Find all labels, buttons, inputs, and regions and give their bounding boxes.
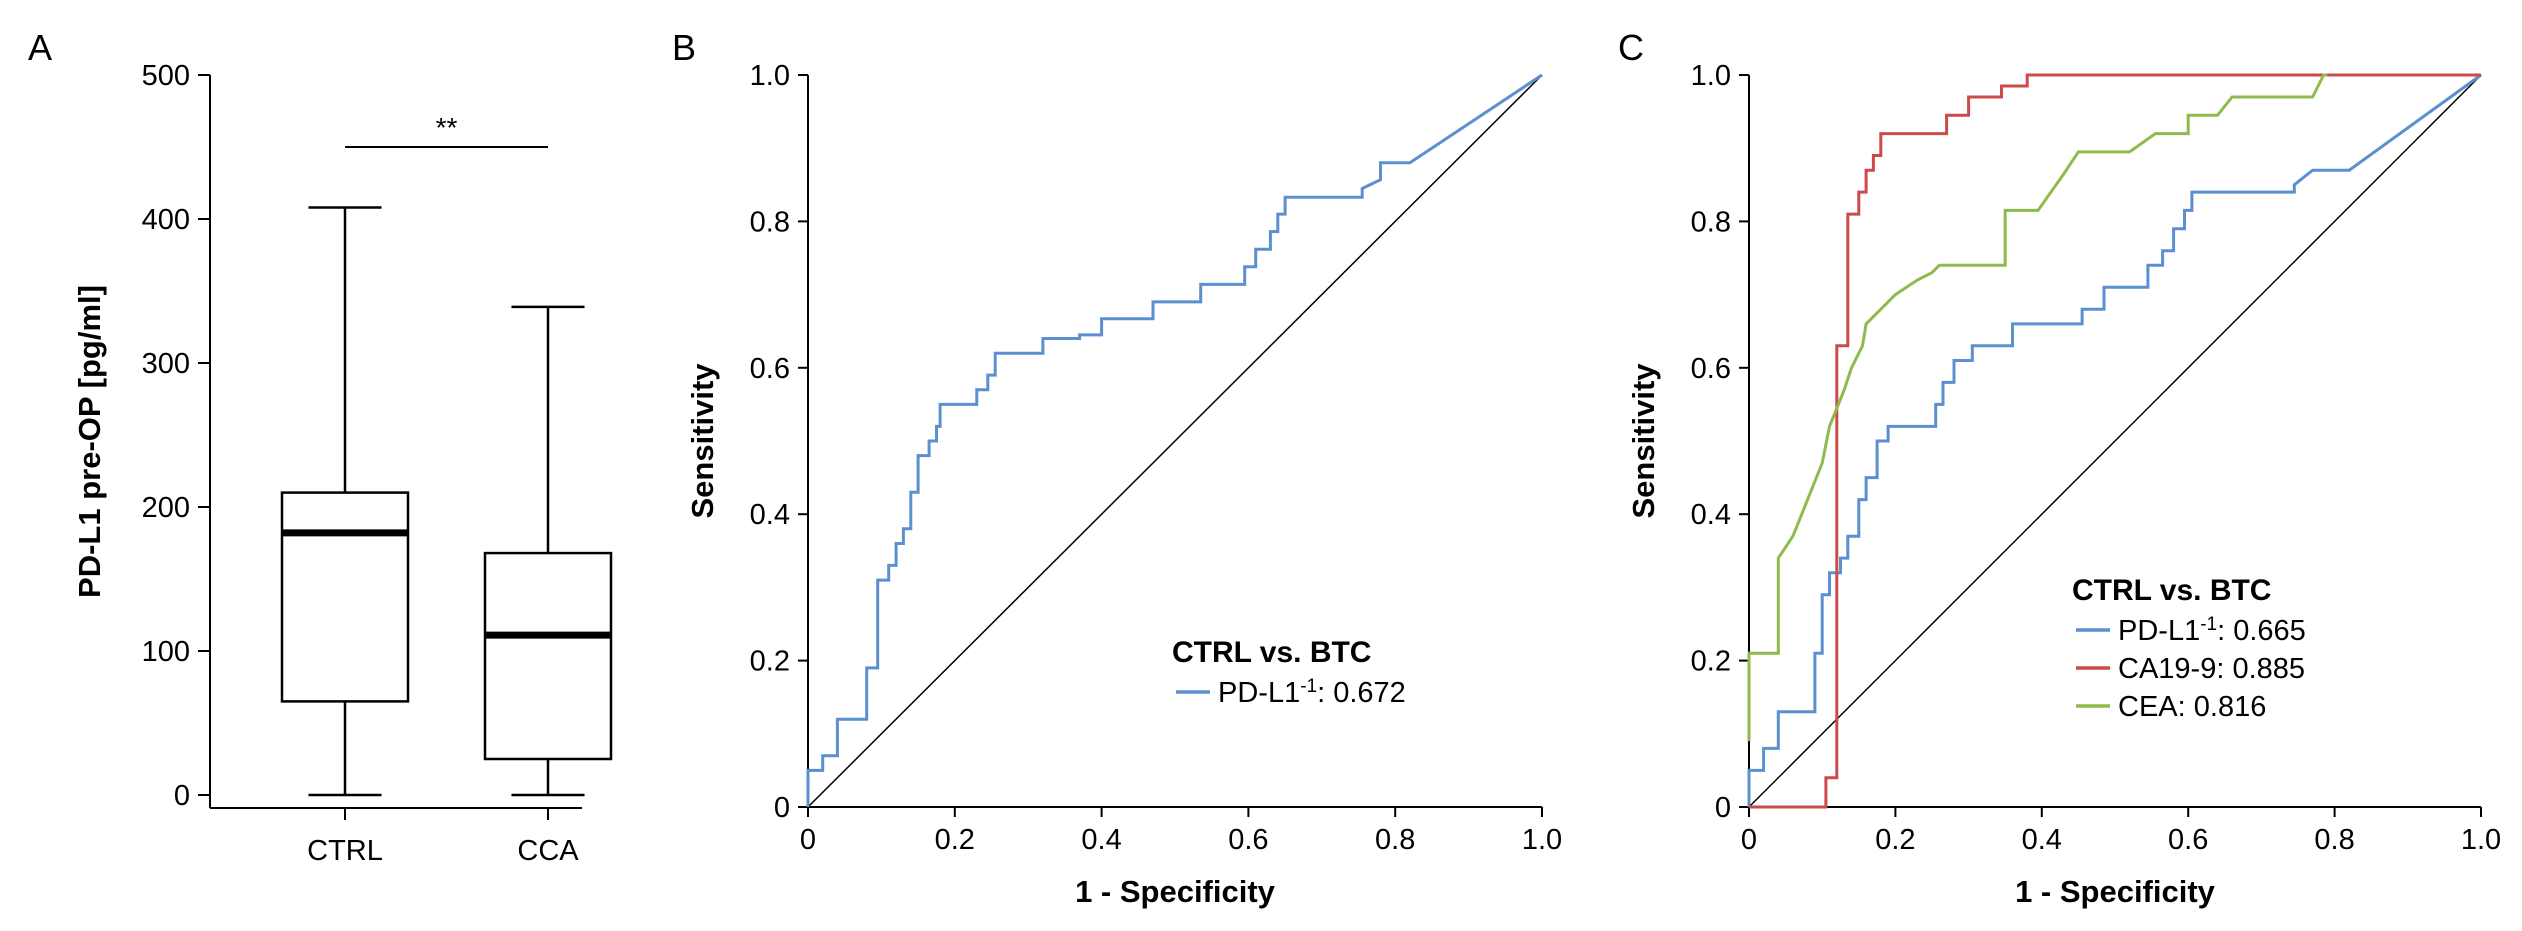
boxplot-panel: 0 100 200 300 400 500 CTRL CCA PD-L1 pre-OP [pg/… xyxy=(72,60,613,867)
x-tick-label: 0.8 xyxy=(1375,824,1415,856)
legend-entry-value: : 0.665 xyxy=(2217,615,2306,647)
y-tick-label: 0 xyxy=(1715,792,1731,824)
x-tick-label: 0.4 xyxy=(2022,824,2062,856)
x-tick-label: 0.8 xyxy=(2314,824,2354,856)
legend-title: CTRL vs. BTC xyxy=(2072,574,2271,607)
legend-entry-name: CA19-9 xyxy=(2118,653,2216,685)
significance-label: ** xyxy=(436,112,458,143)
y-tick-label: 300 xyxy=(142,348,190,380)
x-tick-label: CCA xyxy=(517,835,579,867)
legend-entry: CA19-9: 0.885 xyxy=(2118,653,2305,685)
x-axis-title: 1 - Specificity xyxy=(2015,874,2216,909)
legend-entry-value: : 0.885 xyxy=(2216,653,2305,685)
legend-entry: CEA: 0.816 xyxy=(2118,691,2266,723)
y-tick-label: 0 xyxy=(174,780,190,812)
roc-curve-cea xyxy=(1747,73,2328,742)
y-tick-label: 500 xyxy=(142,60,190,92)
panel-letter-c: C xyxy=(1618,27,1644,68)
legend-entry-superscript: -1 xyxy=(1300,676,1317,697)
box-iqr xyxy=(280,491,410,703)
legend-entry-value: : 0.672 xyxy=(1317,677,1406,709)
legend-entry-superscript: -1 xyxy=(2200,614,2217,635)
legend-title: CTRL vs. BTC xyxy=(1172,636,1371,669)
y-tick-label: 0 xyxy=(774,792,790,824)
y-tick-label: 0.4 xyxy=(750,499,790,531)
y-tick-label: 0.4 xyxy=(1691,499,1731,531)
roc-curve-pd-l1 xyxy=(806,73,1543,807)
legend-entry-name: PD-L1 xyxy=(2118,615,2200,647)
x-axis-title: 1 - Specificity xyxy=(1075,874,1276,909)
x-tick-label: 1.0 xyxy=(2461,824,2501,856)
y-tick-label: 0.8 xyxy=(750,206,790,238)
x-tick-label: 0.2 xyxy=(935,824,975,856)
y-tick-label: 0.8 xyxy=(1691,206,1731,238)
legend-entry-name: CEA xyxy=(2118,691,2178,723)
roc-curve-ca19-9 xyxy=(1749,73,2481,809)
y-tick-label: 200 xyxy=(142,492,190,524)
legend-entry-value: : 0.816 xyxy=(2178,691,2267,723)
y-axis-title: Sensitivity xyxy=(685,363,720,519)
y-tick-label: 1.0 xyxy=(1691,60,1731,92)
box-iqr xyxy=(483,551,613,761)
panel-letter-a: A xyxy=(28,27,52,68)
y-tick-label: 0.6 xyxy=(750,353,790,385)
x-tick-label: 0.4 xyxy=(1081,824,1121,856)
y-tick-label: 0.6 xyxy=(1691,353,1731,385)
y-tick-label: 0.2 xyxy=(750,646,790,678)
y-tick-label: 1.0 xyxy=(750,60,790,92)
roc-panel-b: 0 0.2 0.4 0.6 0.8 1.0 0 0.2 0.4 0.6 0.8 1.0 1 - Spec… xyxy=(685,60,1562,909)
roc-panel-c: 0 0.2 0.4 0.6 0.8 1.0 0 0.2 0.4 0.6 0.8 1.0 1 - Spec… xyxy=(1626,60,2501,909)
roc-curve-pd-l1 xyxy=(1747,73,2482,807)
y-axis-title: PD-L1 pre-OP [pg/ml] xyxy=(72,285,107,598)
reference-diagonal xyxy=(807,74,1543,808)
panel-letter-b: B xyxy=(672,27,696,68)
x-tick-label: CTRL xyxy=(307,835,383,867)
x-tick-label: 1.0 xyxy=(1522,824,1562,856)
y-tick-label: 100 xyxy=(142,636,190,668)
x-tick-label: 0.6 xyxy=(2168,824,2208,856)
legend-entry: PD-L1-1: 0.672 xyxy=(1218,676,1406,710)
x-tick-label: 0 xyxy=(1741,824,1757,856)
y-axis-title: Sensitivity xyxy=(1626,363,1661,519)
y-tick-label: 0.2 xyxy=(1691,646,1731,678)
reference-diagonal xyxy=(1748,74,2482,808)
y-tick-label: 400 xyxy=(142,204,190,236)
legend-entry: PD-L1-1: 0.665 xyxy=(2118,614,2306,648)
legend-entry-name: PD-L1 xyxy=(1218,677,1300,709)
x-tick-label: 0.6 xyxy=(1228,824,1268,856)
x-tick-label: 0 xyxy=(800,824,816,856)
x-tick-label: 0.2 xyxy=(1875,824,1915,856)
